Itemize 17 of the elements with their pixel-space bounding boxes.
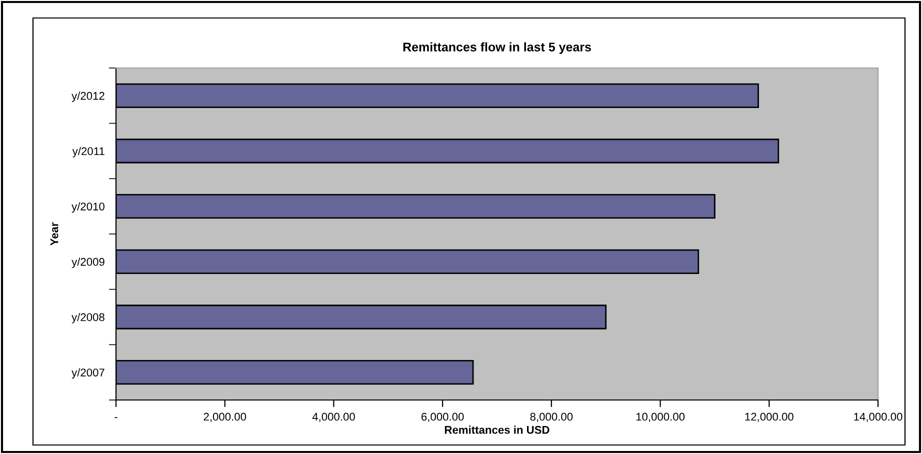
x-tick-label: 14,000.00: [854, 412, 902, 422]
y-tick-label: y/2010: [72, 202, 104, 213]
x-tick-label: 8,000.00: [530, 412, 573, 422]
x-tick-label: 10,000.00: [636, 412, 685, 422]
y-tick-label: y/2009: [72, 258, 104, 268]
x-axis-title: Remittances in USD: [444, 426, 550, 434]
x-tick-label: 4,000.00: [312, 412, 355, 422]
x-tick-label: -: [114, 417, 118, 418]
chart-title: Remittances flow in last 5 years: [403, 42, 591, 54]
y-tick-label: y/2007: [72, 368, 104, 379]
y-tick-label: y/2008: [72, 312, 104, 324]
y-axis-title: Year: [50, 222, 58, 246]
y-tick-label: y/2011: [72, 146, 104, 158]
y-tick-label: y/2012: [72, 92, 104, 102]
x-tick-label: 2,000.00: [204, 412, 246, 422]
x-tick-label: 6,000.00: [422, 412, 464, 422]
x-tick-label: 12,000.00: [745, 412, 794, 422]
